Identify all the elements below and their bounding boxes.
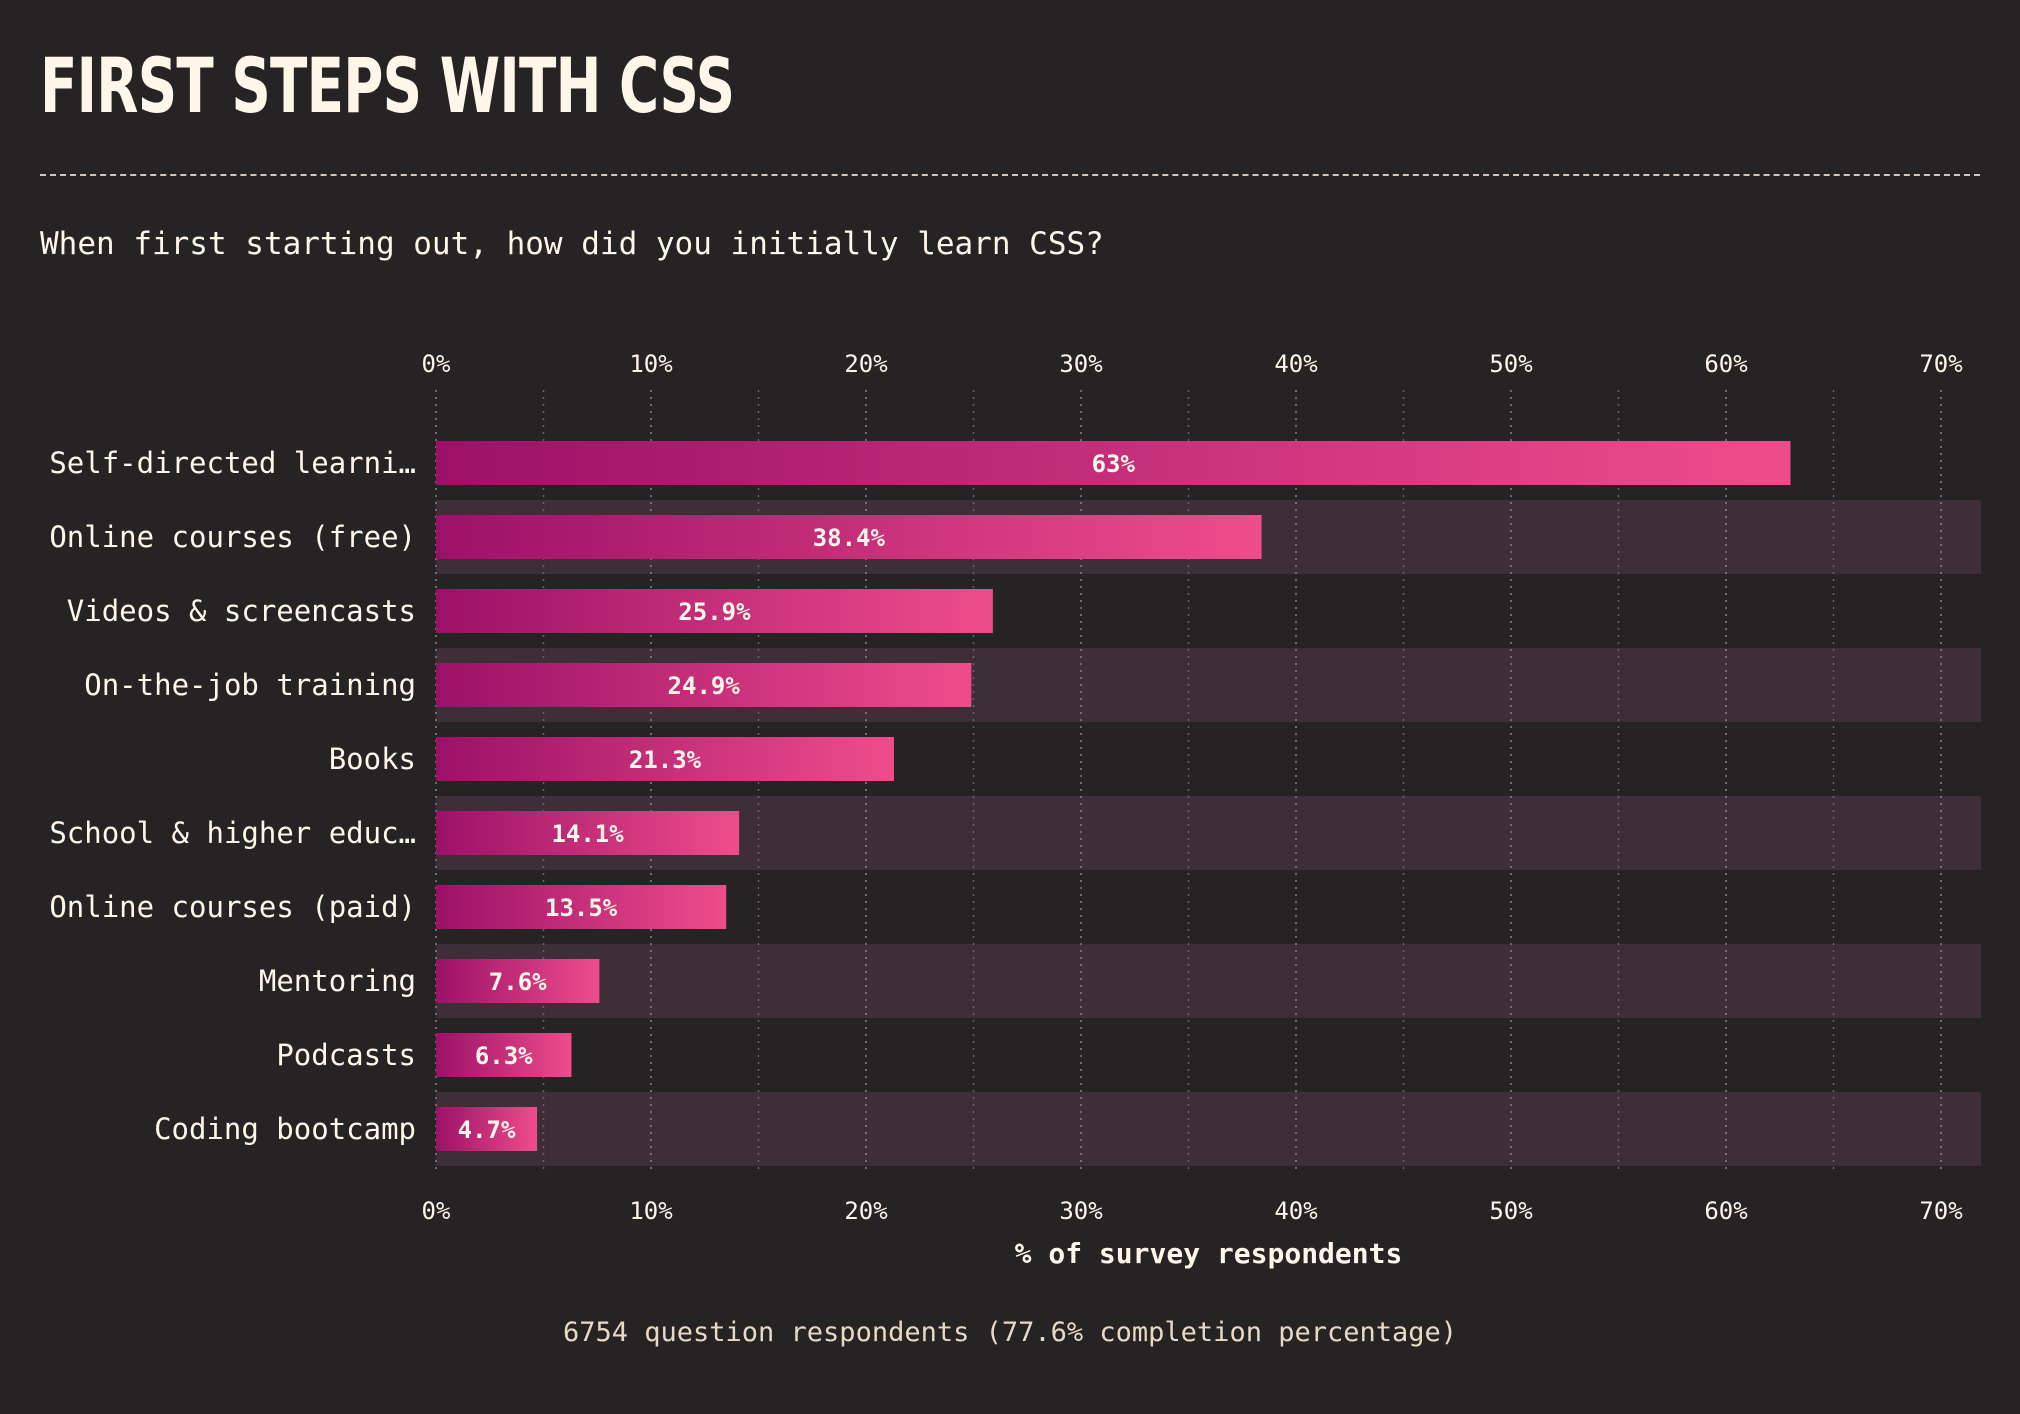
value-label: 7.6%: [489, 968, 547, 996]
bar: [436, 959, 600, 1003]
category-label: Podcasts: [276, 1038, 416, 1072]
question-text: When first starting out, how did you ini…: [40, 226, 1104, 262]
value-label: 63%: [1092, 450, 1136, 478]
category-label: Self-directed learni…: [49, 446, 416, 480]
row-stripe: [436, 944, 1981, 1018]
x-tick-label-top: 0%: [422, 350, 451, 378]
value-label: 4.7%: [458, 1116, 516, 1144]
value-label: 21.3%: [629, 746, 702, 774]
bars: [436, 441, 1791, 1151]
bar: [436, 811, 740, 855]
value-label: 24.9%: [668, 672, 741, 700]
category-labels: Self-directed learni… Online courses (fre…: [49, 446, 416, 1146]
x-tick-label-top: 30%: [1059, 350, 1103, 378]
category-label: On-the-job training: [84, 668, 416, 702]
value-label: 38.4%: [813, 524, 886, 552]
value-label: 13.5%: [545, 894, 618, 922]
value-label: 14.1%: [551, 820, 624, 848]
x-tick-label-bottom: 70%: [1919, 1197, 1963, 1225]
bar: [436, 441, 1791, 485]
bar: [436, 1033, 572, 1077]
row-stripe: [436, 1092, 1981, 1166]
category-label: Online courses (free): [49, 520, 416, 554]
x-tick-label-bottom: 50%: [1489, 1197, 1533, 1225]
x-tick-label-bottom: 20%: [844, 1197, 888, 1225]
x-tick-label-bottom: 10%: [629, 1197, 673, 1225]
x-tick-label-top: 10%: [629, 350, 673, 378]
category-label: Mentoring: [259, 964, 416, 998]
bar: [436, 885, 727, 929]
title-divider: [40, 174, 1980, 176]
bottom-tick-labels: 0% 10% 20% 30% 40% 50% 60% 70%: [422, 1197, 1964, 1225]
value-labels: 63% 38.4% 25.9% 24.9% 21.3% 14.1% 13.5% 7.6% 6.3…: [458, 450, 1136, 1144]
bar: [436, 589, 993, 633]
x-tick-label-top: 20%: [844, 350, 888, 378]
top-tick-labels: 0% 10% 20% 30% 40% 50% 60% 70%: [422, 350, 1964, 378]
bar: [436, 515, 1262, 559]
x-axis-label: % of survey respondents: [1015, 1237, 1403, 1270]
row-stripes: [436, 500, 1981, 1166]
category-label: Coding bootcamp: [154, 1112, 416, 1146]
x-tick-label-top: 50%: [1489, 350, 1533, 378]
bar: [436, 737, 894, 781]
x-tick-label-top: 70%: [1919, 350, 1963, 378]
x-tick-label-top: 60%: [1704, 350, 1748, 378]
bar-chart: 0% 10% 20% 30% 40% 50% 60% 70% 0% 10% 20% 30% 40% 50…: [49, 350, 1981, 1270]
page-title: FIRST STEPS WITH CSS: [40, 41, 735, 130]
bar: [436, 663, 972, 707]
value-label: 6.3%: [475, 1042, 533, 1070]
bar: [436, 1107, 538, 1151]
category-label: Videos & screencasts: [67, 594, 416, 628]
respondents-footer: 6754 question respondents (77.6% complet…: [562, 1317, 1458, 1348]
x-tick-label-bottom: 0%: [422, 1197, 451, 1225]
x-tick-label-bottom: 30%: [1059, 1197, 1103, 1225]
x-tick-label-bottom: 60%: [1704, 1197, 1748, 1225]
category-label: Books: [329, 742, 416, 776]
x-tick-label-top: 40%: [1274, 350, 1318, 378]
category-label: Online courses (paid): [49, 890, 416, 924]
category-label: School & higher educ…: [49, 816, 416, 850]
x-tick-label-bottom: 40%: [1274, 1197, 1318, 1225]
value-label: 25.9%: [678, 598, 751, 626]
